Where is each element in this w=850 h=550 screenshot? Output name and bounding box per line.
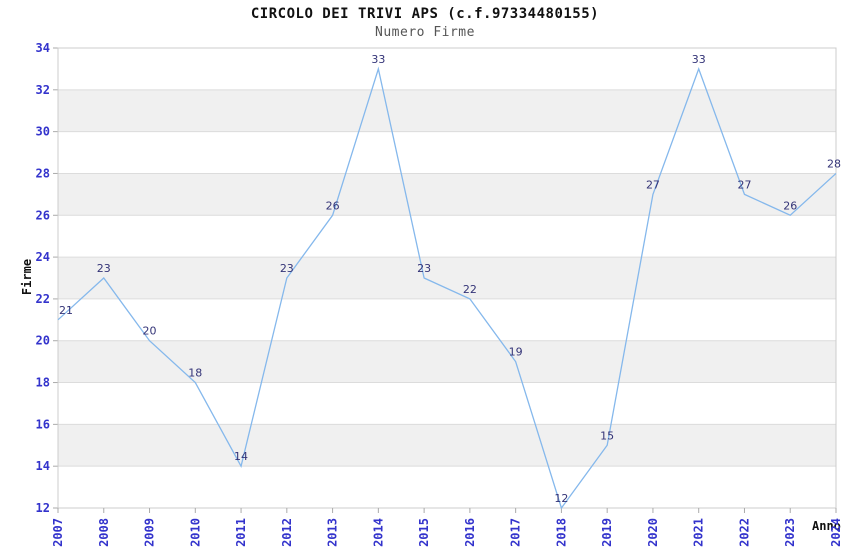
x-tick-label: 2013 [326,518,340,547]
y-tick-label: 22 [36,292,50,306]
x-tick-label: 2010 [188,518,202,547]
plot-band [58,340,836,383]
x-tick-label: 2009 [143,518,157,547]
point-label: 23 [417,262,431,275]
point-label: 26 [326,199,340,212]
x-tick-label: 2014 [371,518,385,547]
chart-subtitle: Numero Firme [375,25,475,40]
y-tick-label: 12 [36,501,50,515]
x-tick-label: 2008 [97,518,111,547]
point-label: 14 [234,450,248,463]
point-label: 22 [463,283,477,296]
plot-band [58,424,836,467]
y-tick-label: 14 [36,459,50,473]
plot-band [58,173,836,216]
y-tick-label: 34 [36,41,50,55]
data-line [57,66,837,510]
point-label: 27 [737,178,751,191]
x-tick-label: 2012 [280,518,294,547]
point-label: 18 [188,367,202,380]
y-tick-label: 20 [36,334,50,348]
point-label: 19 [509,346,523,359]
y-tick-label: 24 [36,250,50,264]
x-tick-label: 2018 [554,518,568,547]
x-tick-label: 2020 [646,518,660,547]
x-tick-label: 2024 [829,518,843,547]
x-tick-label: 2023 [783,518,797,547]
point-label: 23 [280,262,294,275]
x-tick-label: 2011 [234,518,248,547]
y-tick-label: 30 [36,125,50,139]
point-label: 28 [827,157,841,170]
plot-band [58,298,836,341]
point-label: 20 [143,325,157,338]
y-tick-label: 16 [36,417,50,431]
x-axis-title: Anno [812,519,841,533]
y-tick-label: 32 [36,83,50,97]
x-tick-label: 2016 [463,518,477,547]
plot-band [58,89,836,132]
point-label: 33 [692,53,706,66]
point-label: 15 [600,429,614,442]
plot-band [58,382,836,425]
point-label: 26 [783,199,797,212]
x-tick-label: 2017 [509,518,523,547]
plot-band [58,131,836,174]
y-tick-label: 18 [36,376,50,390]
y-tick-label: 26 [36,208,50,222]
x-tick-label: 2021 [692,518,706,547]
x-tick-label: 2019 [600,518,614,547]
chart-title: CIRCOLO DEI TRIVI APS (c.f.97334480155) [250,6,600,22]
point-label: 23 [97,262,111,275]
x-tick-label: 2022 [737,518,751,547]
plot-band [58,215,836,258]
point-label: 12 [554,492,568,505]
point-label: 33 [371,53,385,66]
point-label: 21 [59,304,73,317]
point-label: 27 [646,178,660,191]
plot-border [57,47,837,509]
x-tick-label: 2015 [417,518,431,547]
x-tick-label: 2007 [51,518,65,547]
plot-band [58,257,836,299]
plot-band [58,48,836,90]
y-tick-label: 28 [36,166,50,180]
plot-band [58,466,836,508]
